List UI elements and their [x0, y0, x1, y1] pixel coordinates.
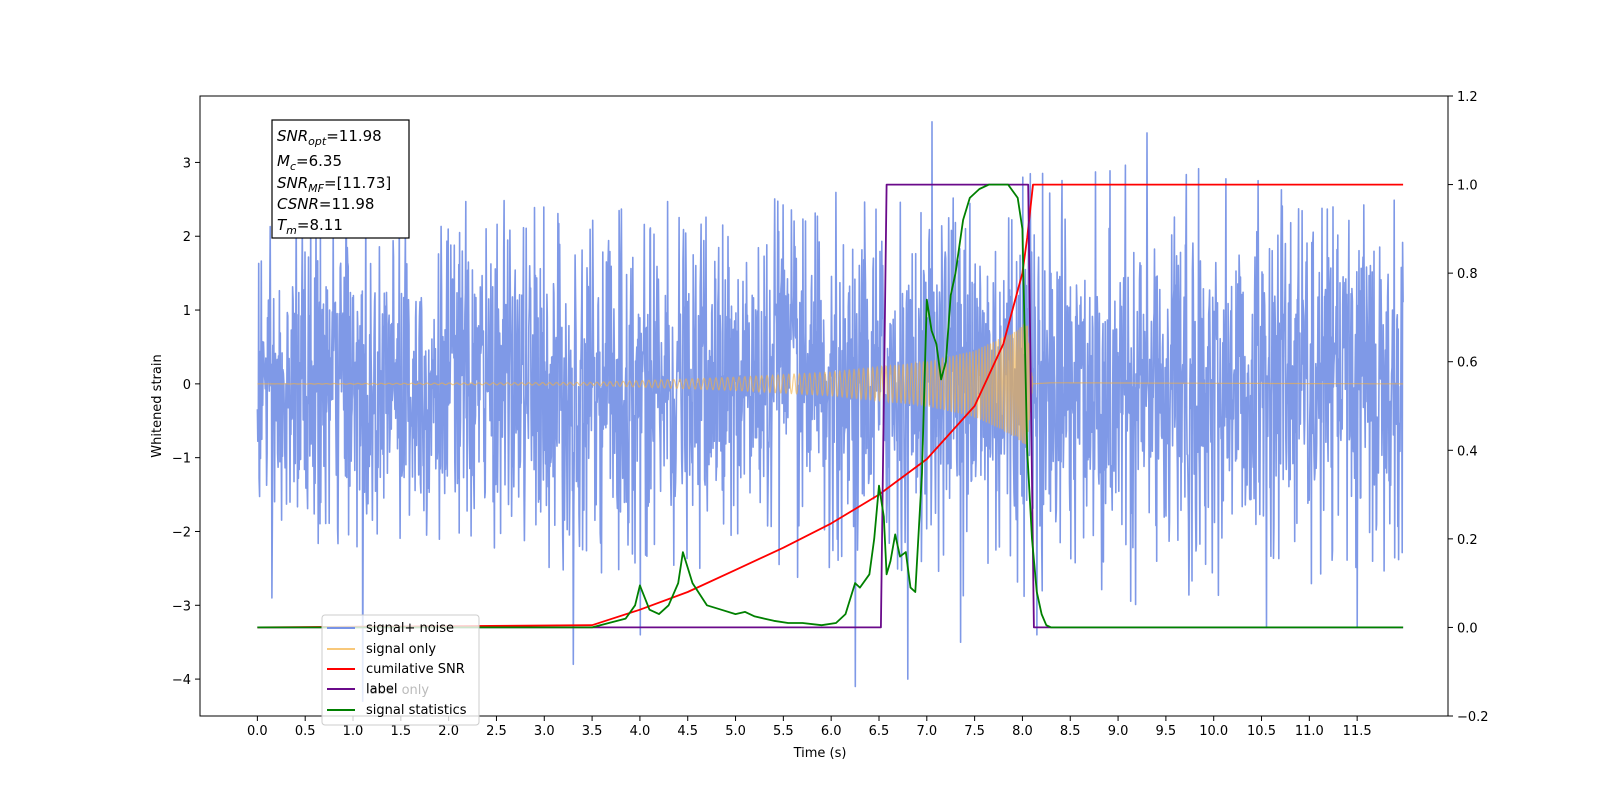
y-axis-right: 1.2 1.0 0.8 0.6 0.4 0.2 0.0 −0.2	[1448, 90, 1489, 725]
series-layer	[256, 121, 1404, 702]
plot-area	[199, 95, 1449, 717]
legend-label-signal-only: signal only	[366, 642, 436, 657]
legend-ghost-label: label only	[366, 683, 429, 698]
y-right-tick-label: 0.0	[1457, 621, 1478, 636]
series-signal-only	[257, 322, 1404, 447]
info-tm: Tm=8.11	[277, 216, 343, 237]
y-left-tick-label: 1	[183, 304, 191, 319]
y-axis-left: 3 2 1 0 −1 −2 −3 −4	[172, 156, 200, 688]
info-snr-mf: SNRMF=[11.73]	[277, 174, 391, 195]
x-tick-label: 0.5	[295, 724, 316, 739]
x-tick-label: 2.0	[438, 724, 459, 739]
legend: label only signal+ noise signal only cum…	[321, 614, 480, 726]
info-csnr: CSNR=11.98	[277, 195, 374, 213]
x-tick-label: 7.5	[964, 724, 985, 739]
legend-entry-signal-statistics: signal statistics	[327, 703, 467, 718]
legend-entry-signal-only: signal only	[327, 642, 436, 657]
x-tick-label: 10.0	[1199, 724, 1228, 739]
legend-entry-label: label	[327, 682, 397, 697]
plot-frame	[199, 95, 1449, 717]
info-snr-opt: SNRopt=11.98	[277, 127, 382, 148]
y-left-tick-label: −1	[172, 452, 191, 467]
legend-label-cumulative-snr: cumilative SNR	[366, 662, 465, 677]
x-tick-label: 3.5	[582, 724, 603, 739]
y-left-tick-label: −2	[172, 525, 191, 540]
legend-label-label: label	[366, 682, 397, 697]
x-tick-label: 10.5	[1247, 724, 1276, 739]
x-tick-label: 8.0	[1012, 724, 1033, 739]
x-tick-label: 6.5	[869, 724, 890, 739]
x-tick-label: 7.0	[916, 724, 937, 739]
y-left-tick-label: −4	[172, 673, 191, 688]
info-box: SNRopt=11.98 Mc=6.35 SNRMF=[11.73] CSNR=…	[271, 119, 410, 239]
x-tick-label: 8.5	[1060, 724, 1081, 739]
x-tick-label: 5.0	[725, 724, 746, 739]
x-tick-label: 1.5	[390, 724, 411, 739]
x-tick-label: 3.0	[534, 724, 555, 739]
info-mc: Mc=6.35	[277, 152, 342, 173]
legend-entry-signal-noise: signal+ noise	[327, 621, 454, 636]
y-right-tick-label: 0.2	[1457, 533, 1478, 548]
y-axis-label: Whitened strain	[150, 354, 165, 457]
y-left-tick-label: −3	[172, 599, 191, 614]
legend-label-signal-noise: signal+ noise	[366, 621, 454, 636]
x-tick-label: 4.5	[677, 724, 698, 739]
x-tick-label: 2.5	[486, 724, 507, 739]
legend-label-signal-statistics: signal statistics	[366, 703, 467, 718]
y-right-tick-label: 0.8	[1457, 267, 1478, 282]
x-tick-label: 4.0	[630, 724, 651, 739]
y-right-tick-label: 1.2	[1457, 90, 1478, 105]
x-tick-label: 6.0	[821, 724, 842, 739]
x-tick-label: 1.0	[343, 724, 364, 739]
x-tick-label: 0.0	[247, 724, 268, 739]
y-right-tick-label: −0.2	[1457, 710, 1489, 725]
y-right-tick-label: 1.0	[1457, 179, 1478, 194]
legend-entry-cumulative-snr: cumilative SNR	[327, 662, 465, 677]
y-left-tick-label: 2	[183, 230, 191, 245]
series-signal-statistics	[257, 183, 1404, 629]
x-tick-label: 11.5	[1343, 724, 1372, 739]
x-tick-label: 9.5	[1156, 724, 1177, 739]
x-axis: 0.0 0.5 1.0 1.5 2.0 2.5 3.0 3.5 4.0 4.5 5.0 5.5 6.0 6…	[247, 716, 1372, 739]
series-signal-noise	[256, 121, 1404, 702]
y-right-tick-label: 0.4	[1457, 444, 1478, 459]
y-left-tick-label: 3	[183, 156, 191, 171]
x-tick-label: 5.5	[773, 724, 794, 739]
x-tick-label: 11.0	[1295, 724, 1324, 739]
y-right-tick-label: 0.6	[1457, 356, 1478, 371]
x-tick-label: 9.0	[1108, 724, 1129, 739]
x-axis-label: Time (s)	[793, 746, 847, 761]
y-left-tick-label: 0	[183, 378, 191, 393]
